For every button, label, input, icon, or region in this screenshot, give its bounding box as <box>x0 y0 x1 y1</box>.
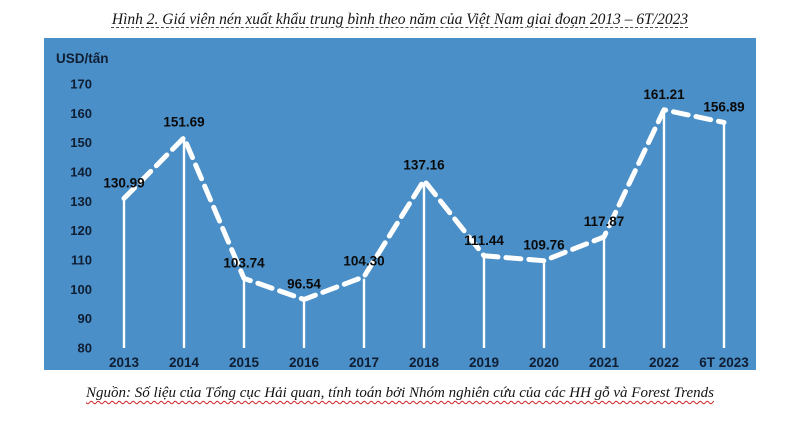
data-label: 104.30 <box>343 254 384 269</box>
x-axis-label: 2015 <box>229 355 260 370</box>
y-tick-label: 80 <box>78 341 92 356</box>
figure-source: Nguồn: Số liệu của Tổng cục Hải quan, tí… <box>86 385 714 401</box>
figure-page: Hình 2. Giá viên nén xuất khẩu trung bìn… <box>0 11 800 402</box>
x-axis-label: 2013 <box>109 355 140 370</box>
x-axis-label: 2019 <box>469 355 499 370</box>
y-tick-label: 90 <box>78 311 92 326</box>
data-label: 109.76 <box>523 238 565 253</box>
x-axis-label: 2021 <box>589 355 620 370</box>
chart-area: USD/tấn 170 160 150 140 130 120 110 100 90 80 130.9… <box>44 38 756 370</box>
x-axis-label: 2020 <box>529 355 559 370</box>
y-tick-label: 100 <box>70 282 92 297</box>
y-tick-label: 170 <box>70 77 92 92</box>
data-label: 161.21 <box>643 87 685 102</box>
data-label: 130.99 <box>103 175 144 190</box>
y-tick-label: 130 <box>70 194 92 209</box>
data-label: 151.69 <box>163 115 204 130</box>
data-label: 137.16 <box>403 157 445 172</box>
y-tick-label: 160 <box>70 106 92 121</box>
data-label: 111.44 <box>464 233 504 248</box>
x-axis-label: 2017 <box>349 355 379 370</box>
y-tick-label: 150 <box>70 135 92 150</box>
y-axis-title: USD/tấn <box>56 51 109 66</box>
data-label: 96.54 <box>287 276 321 291</box>
data-label: 156.89 <box>703 99 744 114</box>
data-label: 117.87 <box>584 214 625 229</box>
series-line <box>121 107 727 302</box>
y-tick-label: 120 <box>70 223 92 238</box>
y-tick-label: 110 <box>71 253 92 268</box>
x-axis-label: 6T 2023 <box>699 355 749 370</box>
x-axis-label: 2016 <box>289 355 320 370</box>
line-chart-canvas: USD/tấn 170 160 150 140 130 120 110 100 90 80 130.9… <box>56 51 749 370</box>
x-axis-label: 2018 <box>409 355 440 370</box>
data-label: 103.74 <box>223 255 265 270</box>
x-axis-label: 2022 <box>649 355 679 370</box>
y-tick-label: 140 <box>70 165 92 180</box>
figure-title: Hình 2. Giá viên nén xuất khẩu trung bìn… <box>111 11 689 28</box>
x-axis-label: 2014 <box>169 355 200 370</box>
